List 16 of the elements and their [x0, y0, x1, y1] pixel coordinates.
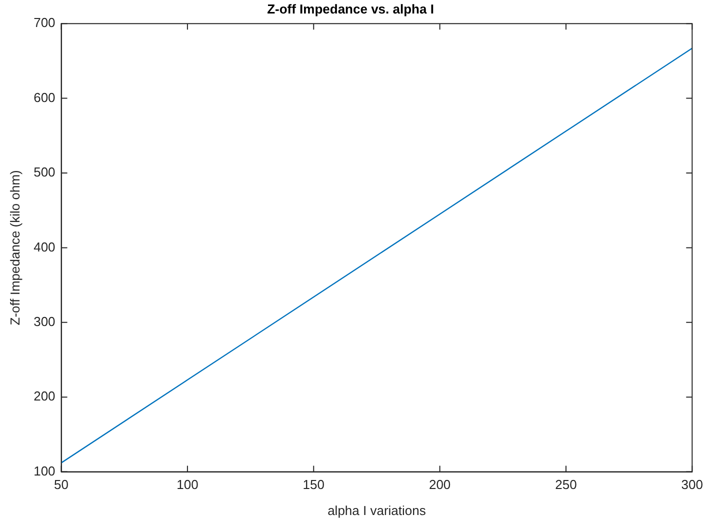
y-tick-label: 200 [34, 388, 56, 404]
y-tick-label: 500 [34, 164, 56, 180]
chart-title: Z-off Impedance vs. alpha I [267, 1, 434, 16]
x-tick-label: 250 [555, 477, 577, 492]
y-axis-title: Z-off Impedance (kilo ohm) [7, 170, 22, 326]
y-tick-label: 400 [34, 239, 56, 254]
x-axis-title: alpha I variations [328, 502, 426, 518]
y-tick-label: 700 [34, 15, 56, 30]
x-tick-label: 200 [428, 477, 451, 492]
x-tick-label: 50 [54, 477, 69, 492]
x-tick-label: 300 [681, 477, 704, 492]
y-tick-label: 100 [34, 463, 56, 478]
x-tick-label: 100 [176, 477, 198, 492]
y-tick-label: 600 [34, 90, 56, 105]
y-tick-label: 300 [34, 314, 56, 329]
x-tick-label: 150 [302, 477, 324, 492]
